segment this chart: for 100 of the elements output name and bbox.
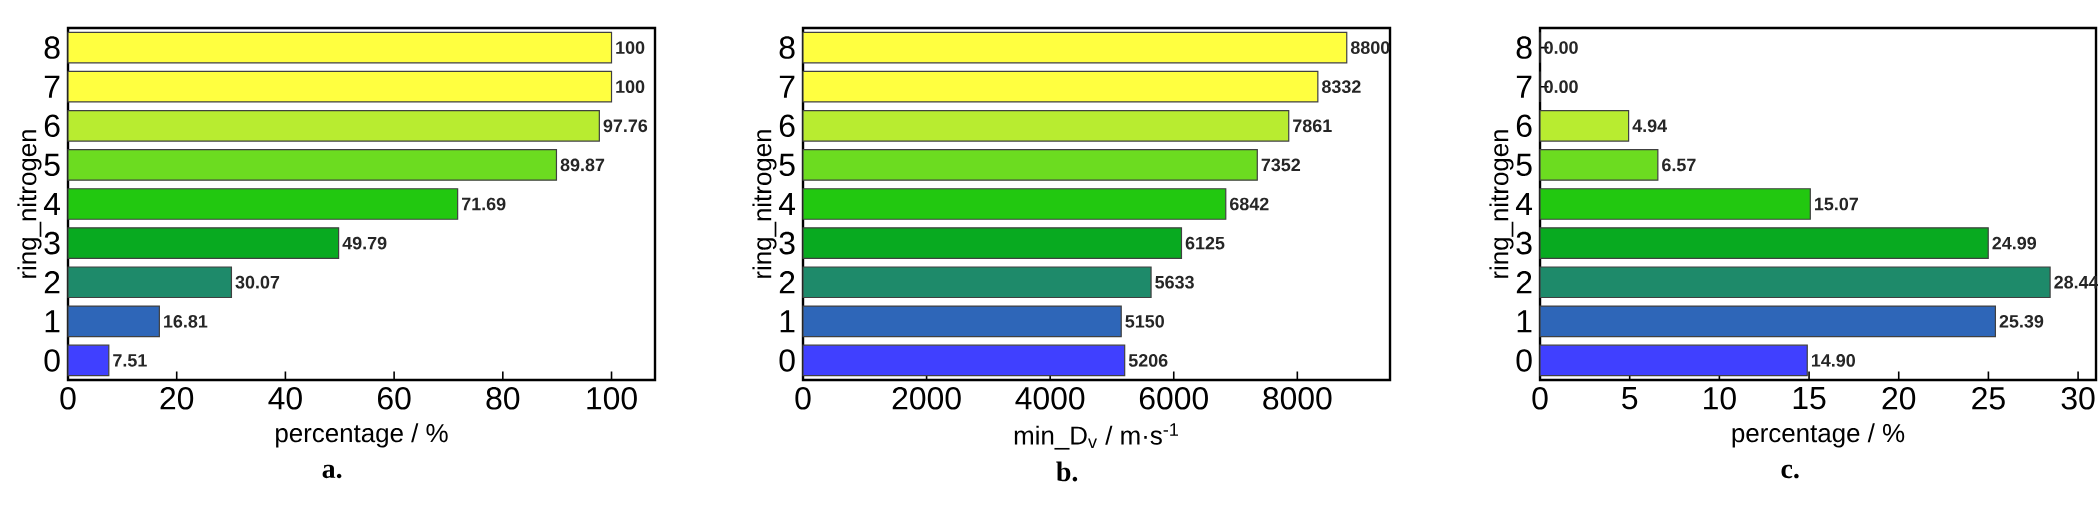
y-tick-label: 8 xyxy=(1516,36,1532,59)
y-tick-label: 5 xyxy=(44,153,60,177)
y-tick-label: 7 xyxy=(44,75,60,98)
bar xyxy=(1539,266,2051,299)
data-label: 0.00 xyxy=(1544,80,1578,94)
x-tick-label: 30 xyxy=(2061,387,2095,410)
y-tick-label: 3 xyxy=(44,231,60,255)
y-tick-label: 0 xyxy=(44,349,60,372)
y-tick-label: 8 xyxy=(779,36,795,59)
y-tick-label: 3 xyxy=(1516,231,1532,255)
data-label: 71.69 xyxy=(462,197,506,211)
data-label: 6125 xyxy=(1185,236,1225,250)
y-tick-label: 6 xyxy=(779,114,795,138)
data-label: 7861 xyxy=(1293,119,1332,133)
y-tick-label: 6 xyxy=(44,114,60,138)
y-tick-label: 5 xyxy=(779,153,795,177)
data-label: 6842 xyxy=(1230,197,1269,211)
x-tick-label: 10 xyxy=(1704,387,1736,410)
data-label: 89.87 xyxy=(560,158,605,172)
data-label: 6.57 xyxy=(1662,158,1696,172)
bar xyxy=(1539,188,1811,220)
bar xyxy=(67,31,613,64)
x-tick-label: 0 xyxy=(1532,387,1548,410)
bar xyxy=(67,227,340,259)
y-tick-label: 5 xyxy=(1516,153,1532,177)
x-tick-label: 2000 xyxy=(892,387,961,410)
data-label: 5633 xyxy=(1155,275,1194,289)
y-tick-label: 1 xyxy=(45,310,60,333)
data-label: 5150 xyxy=(1125,314,1164,328)
data-label: 8332 xyxy=(1321,80,1361,94)
data-label: 24.99 xyxy=(1992,236,2037,250)
x-tick-label: 6000 xyxy=(1139,387,1208,410)
y-tick-label: 7 xyxy=(779,75,795,98)
y-tick-label: 7 xyxy=(1516,75,1532,98)
y-axis-title: ring_nitrogen xyxy=(17,130,42,278)
y-tick-label: 6 xyxy=(1516,114,1532,138)
data-label: 100 xyxy=(616,80,645,94)
bar xyxy=(1539,149,1659,181)
bar xyxy=(1539,109,1630,142)
bar xyxy=(802,149,1258,181)
data-label: 16.81 xyxy=(164,314,208,328)
bar xyxy=(802,227,1183,259)
text: a. xyxy=(322,464,342,479)
bar xyxy=(1539,305,1997,338)
bar xyxy=(802,266,1152,299)
bar xyxy=(802,305,1122,338)
y-tick-label: 1 xyxy=(780,310,795,333)
bar xyxy=(802,188,1227,220)
x-tick-label: 0 xyxy=(60,387,76,410)
bar xyxy=(67,109,600,142)
data-label: 100 xyxy=(616,41,645,54)
bar xyxy=(802,344,1126,377)
x-tick-label: 60 xyxy=(378,387,411,410)
bar xyxy=(1539,227,1989,259)
x-tick-label: 40 xyxy=(268,387,302,410)
data-label: 49.79 xyxy=(342,236,387,250)
x-tick-label: 25 xyxy=(1972,387,2005,410)
y-axis-title: ring_nitrogen xyxy=(752,130,777,278)
x-tick-label: 20 xyxy=(160,387,194,410)
bar xyxy=(67,70,613,103)
y-tick-label: 8 xyxy=(44,36,60,59)
y-tick-label: 4 xyxy=(778,193,796,215)
data-label: 30.07 xyxy=(235,275,280,289)
y-tick-label: 2 xyxy=(1516,271,1532,294)
data-label: 14.90 xyxy=(1811,354,1855,367)
bar xyxy=(67,266,233,299)
bar xyxy=(67,149,558,181)
y-tick-label: 2 xyxy=(44,271,60,294)
bar xyxy=(67,188,459,220)
x-tick-label: 4000 xyxy=(1015,387,1085,410)
y-tick-label: 0 xyxy=(779,349,795,372)
data-label: 7352 xyxy=(1261,158,1301,172)
x-axis-title: min_D$_{v}$ / m·s$^{-1}$ xyxy=(1014,423,1179,450)
x-tick-label: 80 xyxy=(486,387,520,410)
data-label: 0.00 xyxy=(1544,41,1578,54)
y-tick-label: 3 xyxy=(779,231,795,255)
data-label: 7.51 xyxy=(113,354,147,367)
data-label: 5206 xyxy=(1128,354,1168,367)
bar xyxy=(802,109,1290,142)
y-tick-label: 4 xyxy=(1515,193,1533,215)
data-label: 25.39 xyxy=(1999,314,2044,328)
y-tick-label: 1 xyxy=(1517,310,1532,333)
data-label: 15.07 xyxy=(1815,197,1858,211)
x-tick-label: 100 xyxy=(587,387,637,410)
text: c. xyxy=(1781,464,1799,479)
x-axis-title: percentage / % xyxy=(1732,423,1905,448)
bar xyxy=(67,344,110,377)
y-tick-label: 0 xyxy=(1516,349,1532,372)
x-tick-label: 8000 xyxy=(1263,387,1332,410)
bar xyxy=(67,305,160,338)
y-tick-label: 4 xyxy=(43,193,61,215)
data-label: 97.76 xyxy=(603,119,648,133)
bar xyxy=(802,70,1319,103)
bar xyxy=(802,31,1348,64)
x-tick-label: 15 xyxy=(1793,387,1826,410)
x-tick-label: 20 xyxy=(1882,387,1916,410)
x-tick-label: 5 xyxy=(1622,387,1638,410)
y-tick-label: 2 xyxy=(779,271,795,294)
x-tick-label: 0 xyxy=(795,387,811,410)
y-axis-title: ring_nitrogen xyxy=(1489,130,1514,278)
